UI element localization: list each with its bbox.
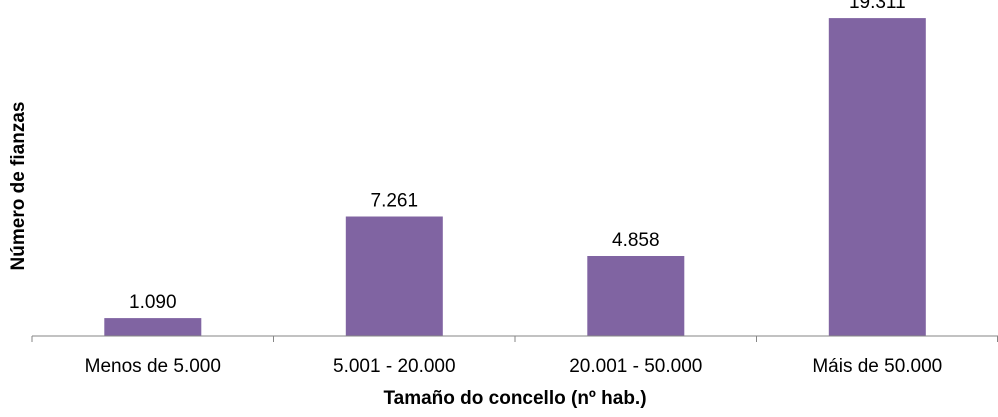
x-tick-labels-group: Menos de 5.000 5.001 - 20.000 20.001 - 50.… xyxy=(85,356,943,377)
bar-1 xyxy=(104,318,202,336)
bars-group xyxy=(104,18,926,336)
x-tick-label-2: 5.001 - 20.000 xyxy=(333,356,456,377)
x-tick-label-3: 20.001 - 50.000 xyxy=(569,356,702,377)
x-ticks-group xyxy=(31,336,998,342)
data-label-4: 19.311 xyxy=(849,0,906,13)
data-label-2: 7.261 xyxy=(371,191,419,212)
bar-3 xyxy=(587,256,685,336)
x-tick-label-1: Menos de 5.000 xyxy=(85,356,221,377)
bar-2 xyxy=(345,216,443,336)
data-labels-group: 1.090 7.261 4.858 19.311 xyxy=(129,0,906,313)
data-label-1: 1.090 xyxy=(129,292,177,313)
x-axis-title: Tamaño do concello (nº hab.) xyxy=(383,388,646,409)
bar-4 xyxy=(828,18,926,336)
x-tick-label-4: Máis de 50.000 xyxy=(812,356,942,377)
y-axis-title: Número de fianzas xyxy=(8,102,29,271)
data-label-3: 4.858 xyxy=(612,230,660,251)
